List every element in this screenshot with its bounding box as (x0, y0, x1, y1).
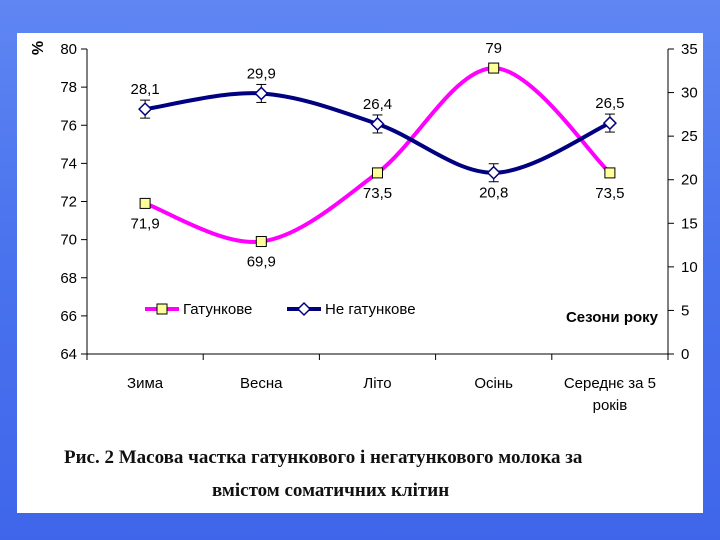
x-tick-label: років (593, 397, 628, 414)
y-right-tick-label: 15 (681, 215, 698, 232)
y-left-tick-label: 64 (60, 346, 77, 363)
data-point (372, 167, 383, 179)
y-left-tick-label: 80 (60, 41, 77, 58)
y-right-tick-label: 10 (681, 259, 698, 276)
x-tick-label: Літо (363, 375, 391, 392)
x-tick-label: Зима (127, 375, 164, 392)
figure-caption-line-1: Рис. 2 Масова частка гатункового і негат… (64, 447, 583, 468)
y-axis-left-label: % (30, 41, 47, 55)
legend-item-2: Не гатункове (287, 301, 416, 318)
data-point (602, 116, 617, 131)
data-point (488, 62, 500, 74)
y-left-tick-label: 66 (60, 308, 77, 325)
series-layer: 71,9 69,9 73,5 79 73,5 28,1 29,9 26,4 20,8 26,5 (130, 40, 624, 270)
x-axis-label: Сезони року (566, 309, 659, 326)
y-right-tick-label: 20 (681, 172, 698, 189)
x-tick-label: Середнє за 5 (564, 375, 656, 392)
y-right-tick-label: 25 (681, 128, 698, 145)
data-label: 26,4 (363, 96, 392, 113)
series-2: 28,1 29,9 26,4 20,8 26,5 (130, 65, 624, 201)
y-left-tick-label: 68 (60, 270, 77, 287)
y-left-tick-label: 76 (60, 117, 77, 134)
data-label: 20,8 (479, 185, 508, 202)
legend-label: Гатункове (183, 301, 252, 318)
data-label: 26,5 (595, 95, 624, 112)
y-left-tick-label: 74 (60, 155, 77, 172)
y-left-tick-label: 70 (60, 232, 77, 249)
legend-item-1: Гатункове (145, 301, 252, 318)
data-point (255, 236, 267, 248)
y-right-tick-label: 30 (681, 85, 698, 102)
legend-label: Не гатункове (325, 301, 416, 318)
legend-marker (156, 303, 168, 315)
data-point (139, 197, 151, 209)
data-label: 73,5 (595, 185, 624, 202)
legend: Гатункове Не гатункове (145, 301, 416, 318)
y-right-tick-label: 5 (681, 302, 689, 319)
data-label: 28,1 (130, 81, 159, 98)
data-point (254, 86, 269, 101)
axes: 64 66 68 70 72 74 76 78 80 0 5 10 15 20 25 30 35 Зима Весн… (60, 41, 697, 414)
y-left-tick-label: 72 (60, 194, 77, 211)
series-line (144, 66, 612, 244)
data-point (370, 116, 385, 132)
data-label: 69,9 (247, 254, 276, 271)
y-left-tick-label: 78 (60, 79, 77, 96)
data-point (138, 102, 153, 117)
y-right-tick-label: 35 (681, 41, 698, 58)
x-tick-label: Осінь (474, 375, 513, 392)
data-label: 79 (485, 40, 502, 57)
legend-marker (296, 301, 312, 317)
slide-panel: 64 66 68 70 72 74 76 78 80 0 5 10 15 20 25 30 35 Зима Весн… (17, 33, 703, 513)
x-tick-label: Весна (240, 375, 283, 392)
y-right-tick-label: 0 (681, 346, 689, 363)
data-point (486, 165, 501, 180)
data-label: 29,9 (247, 65, 276, 82)
data-point (604, 167, 616, 179)
series-1: 71,9 69,9 73,5 79 73,5 (130, 40, 624, 270)
figure-caption-line-2: вмістом соматичних клітин (212, 480, 450, 501)
data-label: 71,9 (130, 215, 159, 232)
data-label: 73,5 (363, 185, 392, 202)
chart: 64 66 68 70 72 74 76 78 80 0 5 10 15 20 25 30 35 Зима Весн… (30, 40, 698, 414)
